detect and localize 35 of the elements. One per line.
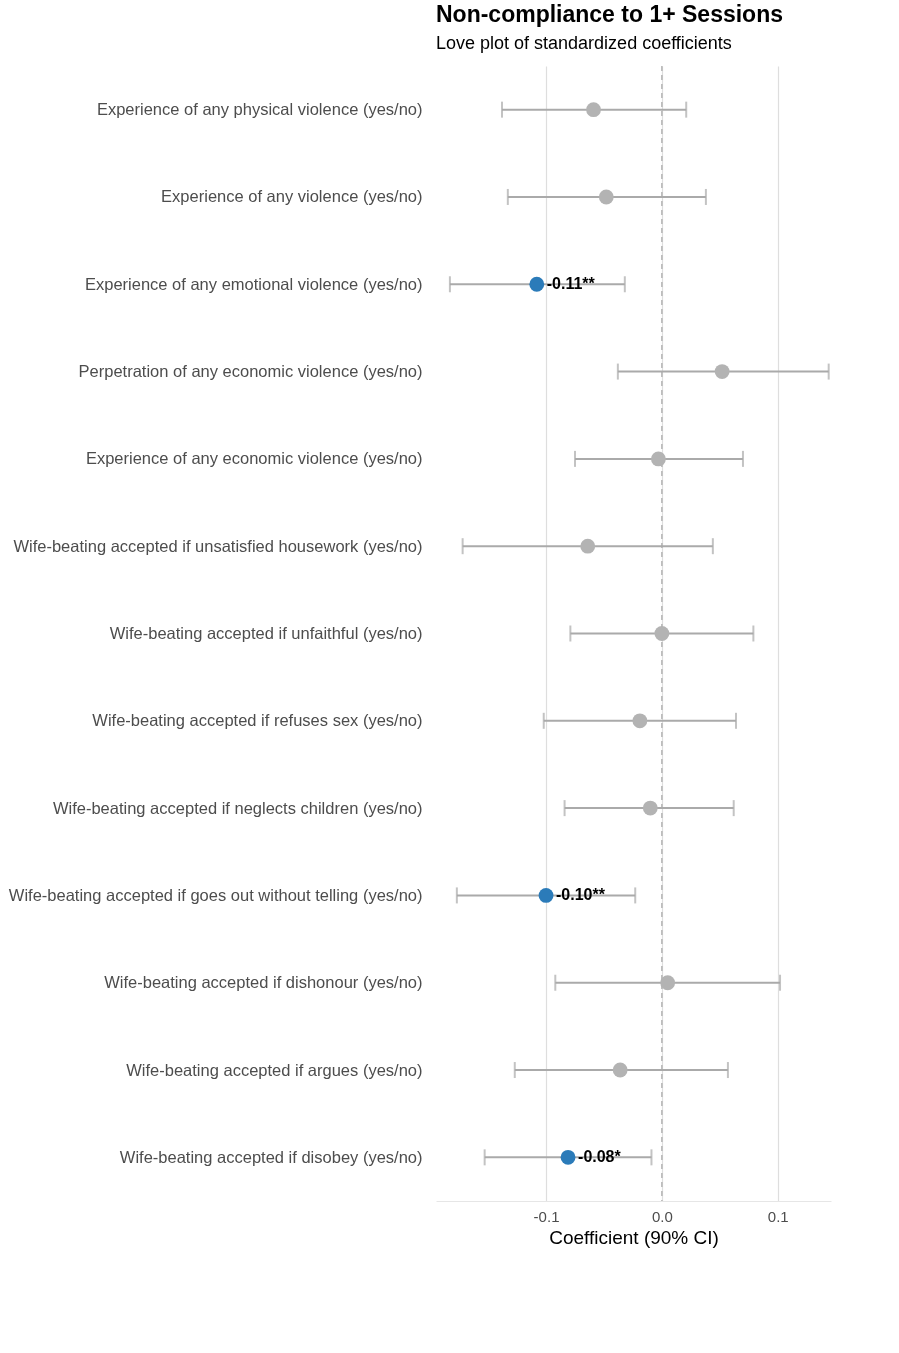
data-label: -0.10** [556,886,606,904]
y-tick-label: Wife-beating accepted if disobey (yes/no) [119,1147,423,1166]
y-tick-label: Wife-beating accepted if unfaithful (yes/no) [109,624,423,642]
point [714,364,730,379]
data-label: -0.08* [578,1148,622,1166]
point [654,626,670,641]
y-tick-label: Experience of any economic violence (yes/no) [85,449,423,468]
point [612,1062,628,1078]
point [529,276,545,292]
x-tick-label: -0.1 [533,1207,560,1225]
x-axis-title: Coefficient (90% CI) [549,1226,719,1248]
data-label: -0.11** [546,275,596,293]
point [598,189,614,205]
point [642,800,658,816]
x-tick-label: 0.0 [651,1207,673,1225]
point [632,713,648,729]
y-tick-label: Wife-beating accepted if goes out without telling (yes/no) [8,885,423,904]
y-tick-label: Experience of any violence (yes/no) [161,187,423,206]
y-tick-label: Wife-beating accepted if argues (yes/no) [126,1060,423,1079]
y-tick-label: Wife-beating accepted if neglects children (yes/no) [52,798,423,817]
point [660,975,676,991]
y-tick-label: Experience of any physical violence (yes/no) [96,100,423,119]
point [580,538,596,554]
point [538,888,554,903]
y-tick-label: Wife-beating accepted if unsatisfied housework (yes/no) [13,536,423,555]
y-tick-label: Wife-beating accepted if dishonour (yes/no) [104,973,423,992]
point [560,1149,576,1165]
point [650,451,666,467]
y-tick-label: Experience of any emotional violence (yes/no) [84,274,423,293]
chart-subtitle: Love plot of standardized coefficients [436,33,732,54]
chart-title: Non-compliance to 1+ Sessions [436,1,784,28]
point [586,102,601,118]
y-tick-label: Wife-beating accepted if refuses sex (yes/no) [92,711,423,730]
y-tick-label: Perpetration of any economic violence (yes/no) [78,362,423,381]
x-tick-label: 0.1 [767,1207,789,1225]
